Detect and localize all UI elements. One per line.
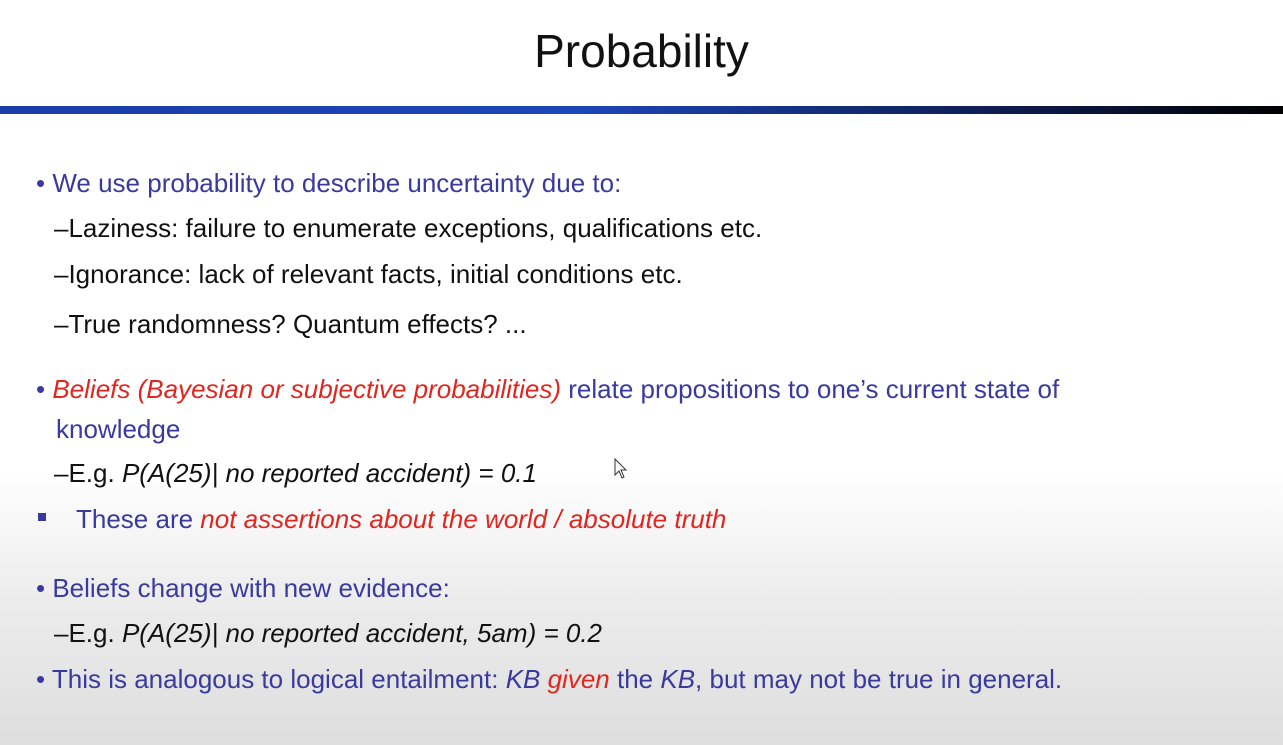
bullet-evidence: • Beliefs change with new evidence: (36, 572, 450, 604)
not-assertions-text: These are (76, 504, 201, 534)
sub-item-laziness: –Laziness: failure to enumerate exceptio… (54, 213, 763, 243)
bullet-marker: • (36, 168, 46, 198)
bullet-marker: • (36, 573, 46, 603)
bullet-marker: • (36, 374, 46, 404)
example-posterior: –E.g. P(A(25)| no reported accident, 5am… (54, 617, 602, 649)
bullet-not-assertions: These are not assertions about the world… (76, 503, 726, 535)
bullet-marker: • (36, 664, 46, 694)
beliefs-text: relate propositions to one’s current sta… (561, 374, 1060, 404)
entailment-text-3: , but may not be true in general. (695, 664, 1063, 694)
sub-item-ignorance: –Ignorance: lack of relevant facts, init… (54, 259, 683, 289)
kb-term: KB (505, 664, 541, 694)
example-prefix: –E.g. (54, 618, 122, 648)
bullet-uncertainty: • We use probability to describe uncerta… (36, 167, 621, 199)
bullet-entailment: • This is analogous to logical entailmen… (36, 663, 1062, 695)
beliefs-continuation: knowledge (56, 414, 181, 444)
bullet-text: We use probability to describe uncertain… (52, 168, 622, 198)
sub-item-randomness: –True randomness? Quantum effects? ... (54, 309, 527, 339)
kb-term-2: KB (660, 664, 696, 694)
title-divider (0, 106, 1283, 114)
page-title: Probability (534, 25, 749, 77)
square-bullet-icon (38, 513, 46, 521)
entailment-text-2: the (609, 664, 661, 694)
example-prefix: –E.g. (54, 458, 122, 488)
entailment-text: This is analogous to logical entailment: (51, 664, 506, 694)
not-assertions-highlight: not assertions about the world / absolut… (200, 504, 727, 534)
probability-formula: P(A(25)| no reported accident) = 0.1 (121, 458, 537, 488)
example-prior: –E.g. P(A(25)| no reported accident) = 0… (54, 457, 537, 489)
mouse-cursor-icon (614, 458, 628, 479)
probability-formula: P(A(25)| no reported accident, 5am) = 0.… (121, 618, 602, 648)
beliefs-highlight: Beliefs (Bayesian or subjective probabil… (52, 374, 562, 404)
bullet-beliefs: • Beliefs (Bayesian or subjective probab… (36, 373, 1059, 405)
given-highlight: given (540, 664, 610, 694)
bullet-text: Beliefs change with new evidence: (52, 573, 450, 603)
